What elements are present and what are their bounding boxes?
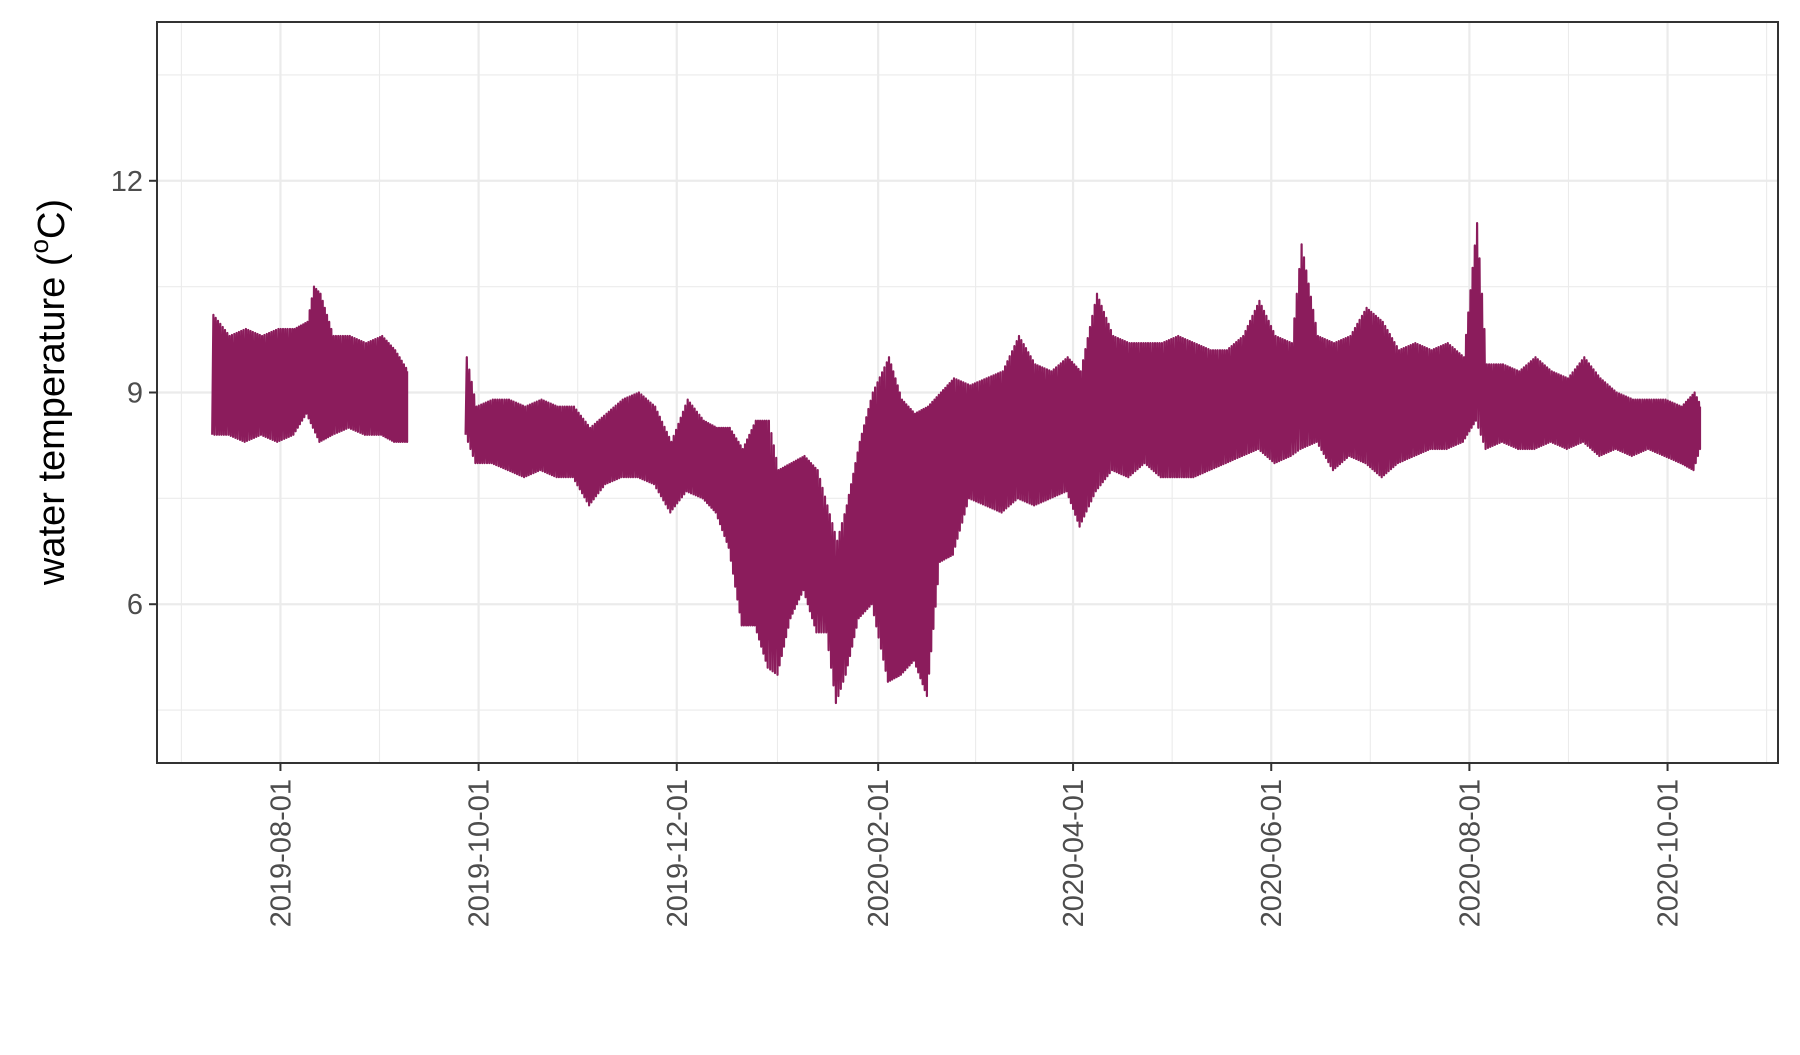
- x-tick-label: 2020-06-01: [1256, 779, 1288, 927]
- y-axis-title-unit: C): [31, 199, 73, 239]
- y-axis-title-degree: o: [24, 239, 54, 253]
- axis-layer: 6 9 12 2019-08-01 2019-10-01 2019-12-01 2020-0…: [111, 166, 1685, 928]
- water-temperature-line: [211, 285, 409, 443]
- x-tick-label: 2020-02-01: [863, 779, 895, 927]
- y-tick-label: 6: [127, 589, 143, 621]
- x-tick-label: 2019-10-01: [464, 779, 496, 927]
- y-tick-label: 9: [127, 378, 143, 410]
- x-tick-label: 2020-10-01: [1653, 779, 1685, 927]
- x-tick-label: 2019-08-01: [265, 779, 297, 927]
- x-tick-label: 2020-04-01: [1058, 779, 1090, 927]
- series-layer: [211, 222, 1702, 705]
- water-temperature-line: [464, 222, 1702, 705]
- y-axis-title-main: water temperature (: [31, 253, 73, 586]
- y-axis-title: water temperature (oC): [24, 199, 73, 586]
- x-tick-label: 2019-12-01: [662, 779, 694, 927]
- y-tick-label: 12: [111, 166, 143, 198]
- x-tick-label: 2020-08-01: [1454, 779, 1486, 927]
